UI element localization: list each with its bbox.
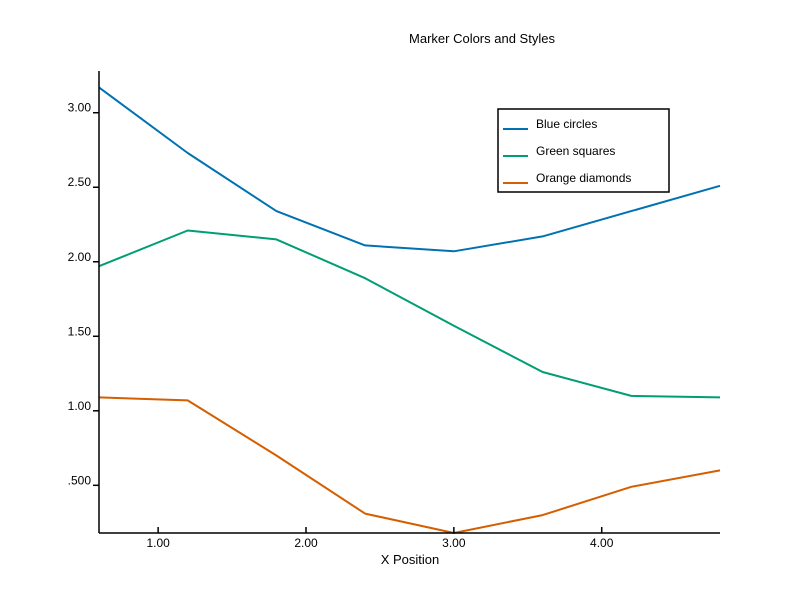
y-ticks: .500 1.00 1.50 2.00 2.50 3.00 [68,101,99,487]
y-tick-label: 2.00 [68,250,92,264]
x-tick-label: 1.00 [146,536,170,550]
x-ticks: 1.00 2.00 3.00 4.00 [146,527,614,550]
legend-label-orange-diamonds: Orange diamonds [536,171,631,185]
series-line-blue-circles [98,86,721,253]
x-tick-label: 3.00 [442,536,466,550]
legend-label-blue-circles: Blue circles [536,117,597,131]
series-lines [98,86,721,534]
axes [98,71,720,534]
legend-items: Blue circles Green squares Orange diamonds [503,117,631,185]
y-tick-label: 1.00 [68,399,92,413]
legend-box [497,108,670,193]
y-tick-label: 1.50 [68,324,92,338]
y-tick-label: .500 [68,473,92,487]
y-tick-label: 2.50 [68,175,92,189]
x-axis-title: X Position [381,552,440,567]
series-line-green-squares [98,229,721,399]
x-tick-label: 2.00 [294,536,318,550]
x-tick-label: 4.00 [590,536,614,550]
series-line-orange-diamonds [98,396,721,534]
legend: Blue circles Green squares Orange diamonds [497,108,670,193]
y-tick-label: 3.00 [68,101,92,115]
chart-title: Marker Colors and Styles [409,31,555,46]
legend-label-green-squares: Green squares [536,144,615,158]
